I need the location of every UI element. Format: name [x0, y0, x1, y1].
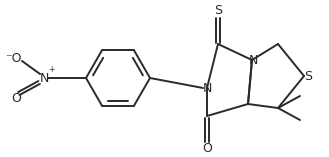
Text: +: + [48, 65, 55, 74]
Text: S: S [304, 70, 312, 82]
Text: N: N [39, 71, 49, 84]
Text: N: N [202, 81, 212, 95]
Text: S: S [214, 5, 222, 17]
Text: O: O [202, 141, 212, 154]
Text: ⁻O: ⁻O [5, 51, 21, 65]
Text: N: N [248, 54, 258, 67]
Text: O: O [11, 92, 21, 105]
